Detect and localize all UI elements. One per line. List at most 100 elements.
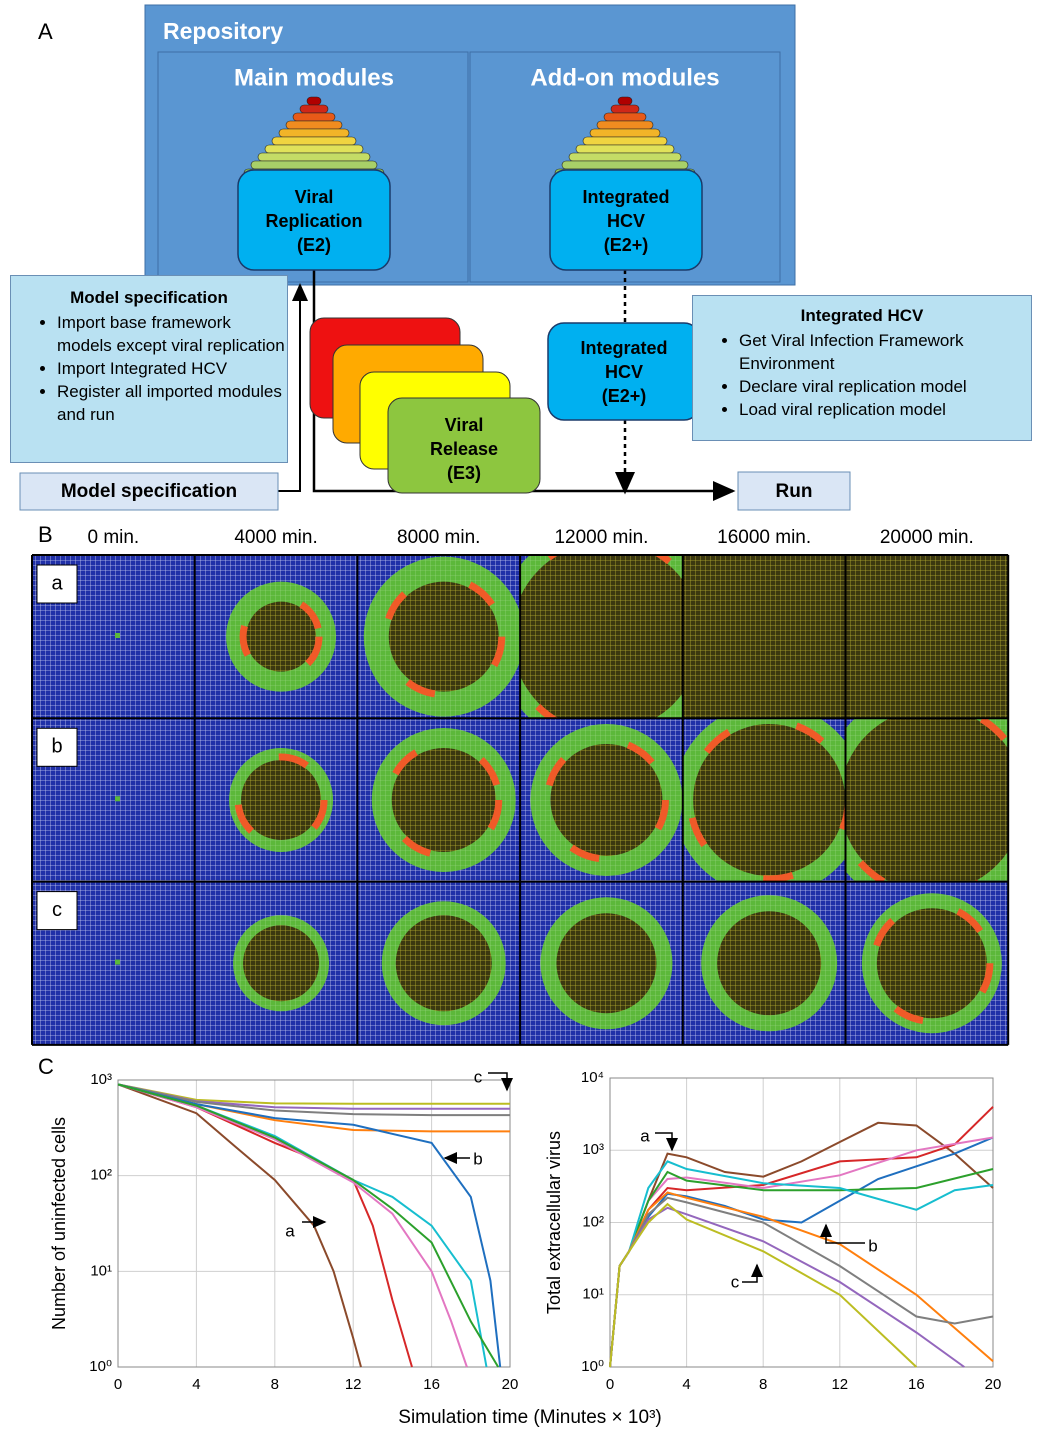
figure: A B C Repository Main modules Add-on mod… bbox=[0, 0, 1040, 1431]
dead-core bbox=[556, 913, 656, 1013]
cell-bg bbox=[683, 555, 846, 718]
box-list: Get Viral Infection Framework Environmen… bbox=[693, 329, 1031, 421]
row-label: b bbox=[51, 736, 62, 758]
pyramid-stripe bbox=[272, 137, 356, 145]
series-line bbox=[610, 1208, 964, 1367]
box-label: Replication bbox=[265, 211, 362, 231]
box-label: HCV bbox=[607, 211, 645, 231]
x-tick-label: 12 bbox=[345, 1376, 362, 1393]
row-label: a bbox=[51, 572, 63, 594]
main-modules-title: Main modules bbox=[234, 64, 394, 91]
box-item: Declare viral replication model bbox=[739, 375, 1031, 398]
box-label: Integrated bbox=[582, 187, 669, 207]
y-tick-label: 10³ bbox=[582, 1141, 604, 1158]
hcv-box: Integrated HCV Get Viral Infection Frame… bbox=[692, 295, 1032, 441]
box-label: Release bbox=[430, 439, 498, 459]
box-label: Viral bbox=[445, 415, 484, 435]
time-label: 8000 min. bbox=[397, 527, 480, 548]
box-label: (E2) bbox=[297, 235, 331, 255]
x-tick-label: 16 bbox=[423, 1376, 440, 1393]
run-label: Run bbox=[776, 481, 813, 502]
y-tick-label: 10² bbox=[90, 1167, 112, 1184]
cell bbox=[195, 555, 358, 718]
annotation: c bbox=[474, 1067, 483, 1086]
pyramid-stripe bbox=[286, 121, 342, 129]
repository-title: Repository bbox=[163, 18, 283, 44]
pyramid-stripe bbox=[604, 113, 646, 121]
cell bbox=[357, 718, 520, 881]
box-item: Import Integrated HCV bbox=[57, 357, 287, 380]
pyramid-stripe bbox=[265, 145, 363, 153]
x-tick-label: 0 bbox=[606, 1376, 614, 1393]
x-tick-label: 4 bbox=[192, 1376, 200, 1393]
dead-core bbox=[717, 911, 821, 1015]
annotation: b bbox=[473, 1149, 482, 1168]
dead-core bbox=[877, 908, 987, 1018]
cell bbox=[683, 555, 846, 718]
annotation: a bbox=[640, 1126, 650, 1145]
pyramid-stripe bbox=[576, 145, 674, 153]
x-axis-label: Simulation time (Minutes × 10³) bbox=[398, 1407, 661, 1428]
y-tick-label: 10¹ bbox=[90, 1262, 112, 1279]
dead-core bbox=[396, 915, 492, 1011]
pyramid-stripe bbox=[307, 97, 321, 105]
pyramid-stripe bbox=[590, 129, 660, 137]
seed-cell bbox=[115, 796, 120, 801]
x-tick-label: 4 bbox=[682, 1376, 690, 1393]
x-tick-label: 8 bbox=[759, 1376, 767, 1393]
annotation: a bbox=[285, 1221, 295, 1240]
seed-cell bbox=[115, 633, 120, 638]
panel-label: B bbox=[38, 522, 53, 547]
series-line bbox=[118, 1084, 412, 1367]
dead-core bbox=[840, 708, 1024, 892]
x-tick-label: 20 bbox=[502, 1376, 519, 1393]
time-label: 0 min. bbox=[87, 527, 139, 548]
box-item: Register all imported modules and run bbox=[57, 380, 287, 426]
box-item: Load viral replication model bbox=[739, 398, 1031, 421]
cell bbox=[520, 882, 683, 1045]
annotation: c bbox=[731, 1272, 740, 1291]
box-item: Import base framework models except vira… bbox=[57, 311, 287, 357]
dead-core bbox=[511, 542, 701, 732]
model-spec-box: Model specification Import base framewor… bbox=[10, 275, 288, 463]
y-tick-label: 10⁰ bbox=[581, 1358, 604, 1375]
annotation-arrow bbox=[655, 1133, 672, 1150]
box-label: HCV bbox=[605, 362, 643, 382]
time-label: 12000 min. bbox=[554, 527, 648, 548]
y-tick-label: 10⁰ bbox=[89, 1358, 112, 1375]
cell bbox=[683, 882, 846, 1045]
time-label: 20000 min. bbox=[880, 527, 974, 548]
box-label: Viral bbox=[295, 187, 334, 207]
x-tick-label: 16 bbox=[908, 1376, 925, 1393]
cell bbox=[820, 688, 1040, 912]
pyramid-stripe bbox=[611, 105, 639, 113]
model-spec-label: Model specification bbox=[61, 481, 237, 502]
panel-label: A bbox=[38, 19, 53, 44]
y-tick-label: 10² bbox=[582, 1213, 604, 1230]
pyramid-stripe bbox=[562, 161, 688, 169]
cell bbox=[195, 718, 358, 881]
pyramid-stripe bbox=[583, 137, 667, 145]
x-tick-label: 8 bbox=[271, 1376, 279, 1393]
annotation-arrow bbox=[488, 1073, 507, 1090]
pyramid-stripe bbox=[293, 113, 335, 121]
pyramid-stripe bbox=[618, 97, 632, 105]
x-tick-label: 12 bbox=[831, 1376, 848, 1393]
pyramid-stripe bbox=[251, 161, 377, 169]
figure-svg: A B C Repository Main modules Add-on mod… bbox=[0, 0, 1040, 1431]
pyramid-stripe bbox=[597, 121, 653, 129]
simulation-grid: 0 min.4000 min.8000 min.12000 min.16000 … bbox=[32, 525, 1040, 1045]
cell bbox=[357, 882, 520, 1045]
box-title: Integrated HCV bbox=[693, 304, 1031, 327]
addon-modules-title: Add-on modules bbox=[530, 64, 719, 91]
dead-core bbox=[550, 744, 662, 856]
series-line bbox=[118, 1084, 500, 1367]
series-line bbox=[118, 1084, 498, 1367]
cell bbox=[357, 555, 523, 718]
pyramid-stripe bbox=[300, 105, 328, 113]
y-tick-label: 10¹ bbox=[582, 1286, 604, 1303]
annotation: b bbox=[868, 1236, 877, 1255]
cell bbox=[520, 718, 683, 881]
cell-bg bbox=[846, 555, 1009, 718]
box-label: (E2+) bbox=[602, 386, 647, 406]
